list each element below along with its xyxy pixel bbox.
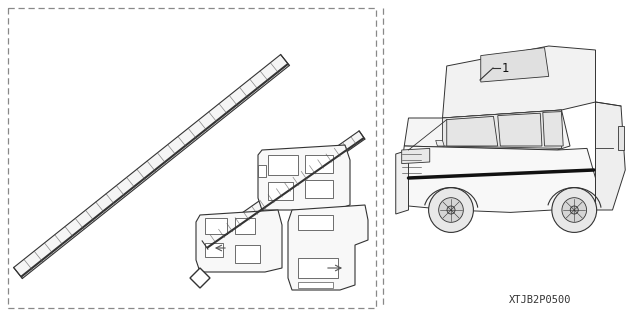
Text: XTJB2P0500: XTJB2P0500 <box>509 295 572 305</box>
Polygon shape <box>442 46 595 118</box>
Polygon shape <box>442 110 561 148</box>
Bar <box>8 8 376 308</box>
Circle shape <box>438 198 463 222</box>
Circle shape <box>429 188 474 233</box>
Bar <box>235 218 255 234</box>
Polygon shape <box>447 116 498 146</box>
Polygon shape <box>481 48 548 82</box>
Polygon shape <box>498 113 542 146</box>
Polygon shape <box>196 210 282 272</box>
Bar <box>205 218 227 234</box>
Bar <box>305 180 333 198</box>
Circle shape <box>552 188 596 233</box>
Bar <box>258 165 266 177</box>
Text: 1: 1 <box>502 62 509 75</box>
Bar <box>268 155 298 175</box>
Polygon shape <box>436 140 444 146</box>
Bar <box>305 155 333 173</box>
Polygon shape <box>190 268 210 288</box>
Polygon shape <box>396 150 408 214</box>
Polygon shape <box>400 146 595 212</box>
Polygon shape <box>402 148 429 164</box>
Bar <box>298 282 333 288</box>
Circle shape <box>562 198 587 222</box>
Polygon shape <box>288 205 368 290</box>
Polygon shape <box>258 145 350 210</box>
Circle shape <box>447 206 455 214</box>
Circle shape <box>570 206 579 214</box>
Polygon shape <box>543 112 563 146</box>
Bar <box>298 215 333 230</box>
Bar <box>268 182 293 200</box>
Polygon shape <box>13 55 289 278</box>
Polygon shape <box>404 110 570 150</box>
Bar <box>298 258 338 278</box>
Polygon shape <box>202 131 365 249</box>
Bar <box>205 243 223 257</box>
Polygon shape <box>595 102 625 210</box>
Bar <box>235 245 260 263</box>
Bar <box>618 126 623 150</box>
